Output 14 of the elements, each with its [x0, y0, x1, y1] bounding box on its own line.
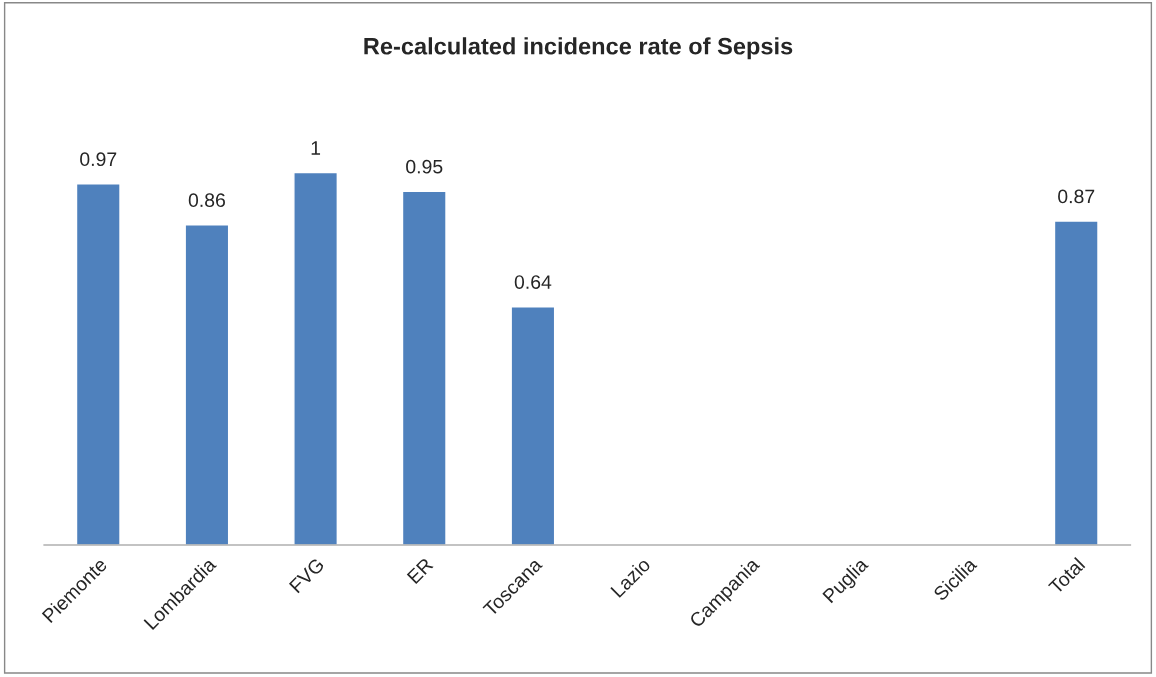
bar [184, 224, 230, 545]
data-label: 0.87 [1058, 189, 1095, 204]
data-label: 0.97 [80, 152, 117, 167]
bar [75, 183, 121, 545]
data-label: 0.86 [188, 193, 225, 208]
bar [293, 171, 339, 545]
bar [401, 190, 447, 545]
data-label: 0.95 [406, 159, 443, 174]
chart-title: Re-calculated incidence rate of Sepsis [364, 37, 793, 60]
data-label: 0.64 [514, 275, 552, 289]
bar [1053, 220, 1099, 545]
bar [510, 305, 556, 545]
x-tick-label: ER [406, 557, 434, 585]
data-label: 1 [311, 141, 321, 155]
